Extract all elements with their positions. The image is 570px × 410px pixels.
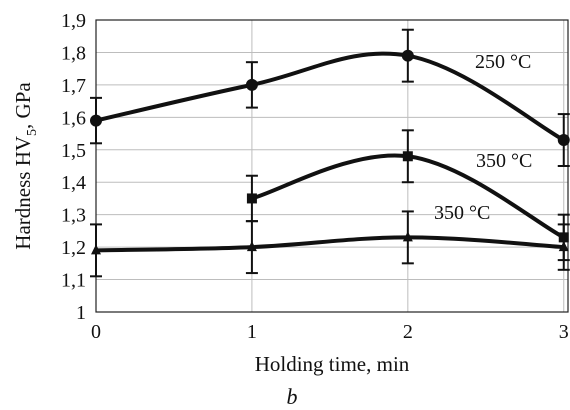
- x-axis-title: Holding time, min: [255, 352, 410, 376]
- data-point-circle: [245, 78, 258, 91]
- x-tick-label: 0: [91, 321, 101, 343]
- series-label: 350 °C: [434, 202, 490, 224]
- data-point-triangle: [558, 241, 569, 252]
- series-line: [94, 235, 566, 253]
- y-tick-label: 1,6: [61, 107, 86, 129]
- data-point-triangle: [246, 241, 257, 252]
- x-tick-label: 1: [247, 321, 257, 343]
- y-tick-label: 1,2: [61, 237, 86, 259]
- series-group: 250 °C 350 °C 350 °C: [90, 28, 570, 278]
- series-3: 350 °C: [90, 202, 570, 278]
- y-tick-label: 1,4: [61, 172, 86, 194]
- data-point-circle: [90, 114, 102, 127]
- panel-label: b: [287, 384, 298, 409]
- y-tick-label: 1,5: [61, 140, 86, 162]
- y-tick-labels: 1 1,1 1,2 1,3 1,4 1,5 1,6 1,7 1,8 1,9: [61, 10, 86, 324]
- y-tick-label: 1,7: [61, 75, 86, 97]
- series-label: 350 °C: [476, 150, 532, 172]
- series-label: 250 °C: [475, 51, 531, 73]
- data-point-circle: [401, 49, 414, 62]
- y-axis-title: Hardness HV5, GPa: [11, 82, 40, 250]
- data-point-triangle: [402, 231, 413, 242]
- data-point-square: [246, 193, 257, 204]
- y-tick-label: 1: [76, 302, 86, 324]
- y-tick-label: 1,1: [61, 270, 86, 292]
- x-tick-label: 3: [559, 321, 569, 343]
- x-tick-labels: 0 1 2 3: [91, 321, 569, 343]
- y-axis-title-subscript: 5: [25, 129, 40, 136]
- data-point-triangle: [91, 244, 101, 255]
- series-2: 350 °C: [245, 129, 570, 262]
- data-point-square: [402, 151, 413, 162]
- data-point-circle: [557, 134, 570, 147]
- series-1: 250 °C: [90, 28, 570, 167]
- y-tick-label: 1,9: [61, 10, 86, 32]
- series-line: [94, 51, 566, 143]
- x-tick-label: 2: [403, 321, 413, 343]
- y-tick-label: 1,8: [61, 42, 86, 64]
- y-tick-label: 1,3: [61, 205, 86, 227]
